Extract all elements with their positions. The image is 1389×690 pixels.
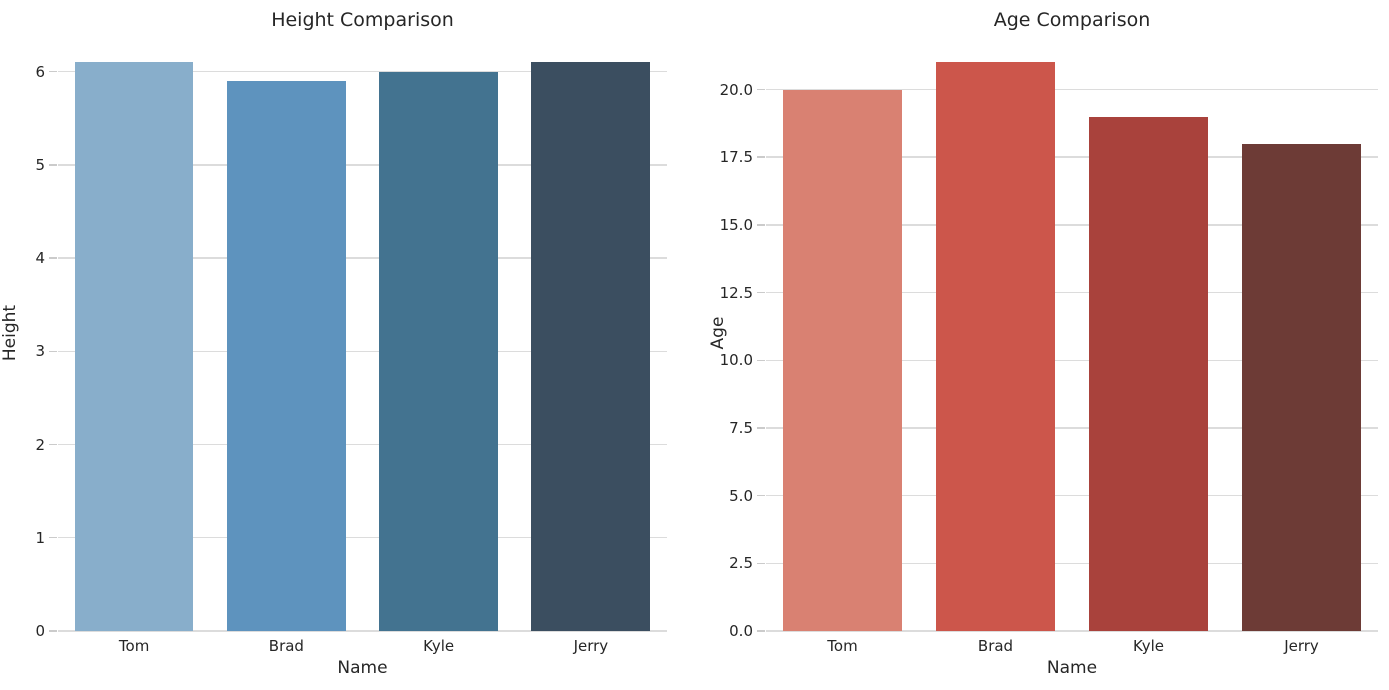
y-tick-label: 3: [35, 342, 45, 361]
y-tick-mark: [757, 562, 765, 564]
y-tick-label: 12.5: [719, 283, 753, 302]
bar-kyle: [379, 71, 498, 631]
y-tick-mark: [49, 257, 57, 259]
gridline: [58, 350, 667, 353]
y-tick-mark: [49, 443, 57, 446]
y-tick-label: 6: [35, 62, 45, 81]
gridline: [766, 88, 1378, 91]
gridline: [58, 630, 667, 632]
y-tick-mark: [757, 88, 765, 91]
bar-kyle: [1088, 116, 1209, 631]
plot-area: [766, 34, 1378, 632]
y-tick-label: 2: [35, 435, 45, 454]
y-tick-label: 7.5: [729, 418, 753, 437]
gridline: [766, 224, 1378, 226]
bar-tom: [74, 62, 194, 631]
y-tick-label: 15.0: [719, 215, 753, 234]
y-axis-label: Age: [708, 316, 728, 349]
y-tick-mark: [757, 427, 765, 429]
x-axis-label: Name: [337, 658, 388, 678]
y-tick-mark: [757, 156, 765, 158]
x-tick-label: Jerry: [573, 637, 609, 655]
y-tick-mark: [757, 224, 765, 226]
y-tick-mark: [757, 494, 765, 497]
height-comparison-chart: Height Comparison Height Name 0 1 2 3 4 5 6 Tom…: [0, 0, 694, 690]
x-axis-label: Name: [1046, 658, 1098, 678]
plot-area: [58, 34, 667, 632]
x-tick-label: Jerry: [1284, 637, 1319, 655]
x-tick-label: Tom: [827, 637, 858, 655]
y-tick-label: 20.0: [719, 80, 753, 99]
y-tick-label: 4: [35, 249, 45, 268]
y-tick-label: 0.0: [729, 622, 753, 640]
y-tick-mark: [757, 291, 765, 294]
y-tick-label: 5.0: [729, 486, 753, 505]
bar-tom: [782, 89, 903, 631]
y-tick-mark: [49, 350, 57, 353]
gridline: [58, 257, 667, 259]
gridline: [58, 164, 667, 166]
gridline: [58, 537, 667, 539]
y-tick-label: 0: [35, 622, 45, 640]
y-tick-mark: [49, 630, 57, 632]
gridline: [58, 71, 667, 73]
chart-title: Age Comparison: [993, 9, 1151, 31]
x-tick-label: Tom: [118, 637, 150, 655]
y-tick-mark: [757, 630, 765, 632]
y-tick-mark: [49, 537, 57, 539]
x-tick-label: Kyle: [423, 637, 455, 655]
gridline: [766, 359, 1378, 361]
x-tick-label: Brad: [977, 637, 1014, 655]
x-tick-label: Brad: [268, 637, 304, 655]
y-tick-label: 17.5: [719, 148, 753, 167]
gridline: [766, 156, 1378, 158]
y-tick-label: 10.0: [719, 351, 753, 370]
bar-jerry: [531, 62, 651, 631]
bar-brad: [226, 81, 346, 631]
bar-brad: [935, 62, 1056, 631]
gridline: [58, 443, 667, 446]
gridline: [766, 291, 1378, 294]
x-tick-label: Kyle: [1132, 637, 1165, 655]
y-tick-mark: [49, 164, 57, 166]
age-comparison-chart: Age Comparison Age Name 0.0 2.5 5.0 7.5 10.0…: [694, 0, 1389, 690]
y-tick-label: 5: [35, 155, 45, 174]
chart-title: Height Comparison: [271, 9, 454, 31]
y-tick-label: 1: [35, 528, 45, 547]
y-tick-mark: [757, 359, 765, 361]
gridline: [766, 630, 1378, 632]
y-tick-label: 2.5: [729, 554, 753, 573]
gridline: [766, 562, 1378, 564]
gridline: [766, 427, 1378, 429]
gridline: [766, 494, 1378, 497]
y-tick-mark: [49, 71, 57, 73]
bar-jerry: [1241, 143, 1362, 631]
